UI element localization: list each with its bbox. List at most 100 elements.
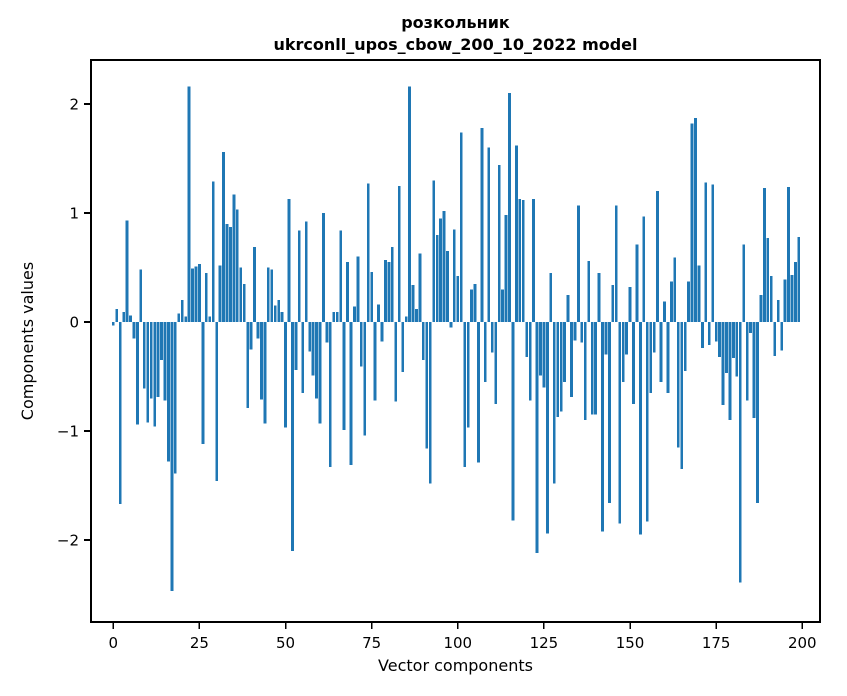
bar [511,322,515,521]
bar [129,315,132,322]
bar [656,191,659,322]
bar [670,281,673,322]
bar [253,246,256,322]
bar [780,322,784,351]
bar [394,322,398,402]
y-tick-label: 0 [69,314,79,332]
bar [608,322,611,503]
bar [680,322,684,470]
bar [363,322,367,436]
bar [687,281,690,322]
bar [456,276,460,322]
bar [263,322,267,424]
bar [256,322,260,339]
bar [387,262,391,322]
bar [776,300,780,322]
bar [742,244,746,322]
bar [194,266,198,322]
bar [759,294,763,322]
bar [790,275,794,322]
bar [198,264,201,322]
bar [721,322,725,405]
bar [611,284,615,322]
bar [115,308,119,322]
bar [628,287,632,322]
bar [504,215,508,322]
bar [787,186,790,322]
bar [373,322,377,401]
bar [153,322,157,427]
bar [487,147,491,322]
bar [366,183,370,322]
bar [597,272,601,322]
bar [690,123,694,323]
bar [425,322,429,449]
bar [311,322,315,376]
bar [635,244,639,322]
bar [163,322,167,401]
bars [111,86,801,592]
bar [701,322,704,349]
bar [663,301,666,322]
bar [297,230,301,322]
x-tick-labels: 0 25 50 75 100 125 150 175 200 [109,634,817,652]
bar [390,246,394,322]
bar [570,322,573,398]
x-tick-label: 125 [530,634,559,652]
bar [280,312,284,322]
bar [225,223,229,322]
bar [577,205,580,322]
bar [549,272,553,322]
bar [370,271,374,322]
bar [714,322,718,342]
y-axis-label: Components values [18,261,37,421]
bar [707,322,711,345]
x-tick-label: 25 [190,634,209,652]
y-tick-labels: −2 −1 0 1 2 [57,96,79,550]
bar [659,322,663,382]
bar [587,260,591,322]
bar [380,322,384,342]
bar [508,93,511,322]
bar [125,220,129,322]
bar [325,322,329,343]
bar [346,262,349,322]
y-tick-marks [84,103,91,541]
bar [232,194,236,322]
bar [266,267,270,322]
bar [532,198,535,322]
bar [773,322,777,356]
bar [401,322,405,373]
bar [222,151,225,322]
bar [711,184,715,322]
x-tick-label: 175 [702,634,731,652]
bar [277,300,281,322]
bar [446,251,449,322]
bar [111,322,115,326]
bar [728,322,732,421]
bar [697,265,701,322]
bar [308,322,312,352]
bar [601,322,604,532]
bar [556,322,560,417]
bar [518,198,522,322]
bar [718,322,721,357]
bar [552,322,556,484]
bar [769,276,773,322]
bar [218,265,222,322]
bar [397,185,401,322]
bar [673,257,677,322]
bar [449,322,453,328]
bar [535,322,539,554]
bar [332,312,336,322]
bar [270,269,274,322]
bar [122,312,126,322]
bar [573,322,577,341]
bar [625,322,628,355]
bar [566,294,570,322]
bar [521,199,525,322]
bar [459,132,463,322]
bar [749,322,752,333]
bar [239,267,243,322]
